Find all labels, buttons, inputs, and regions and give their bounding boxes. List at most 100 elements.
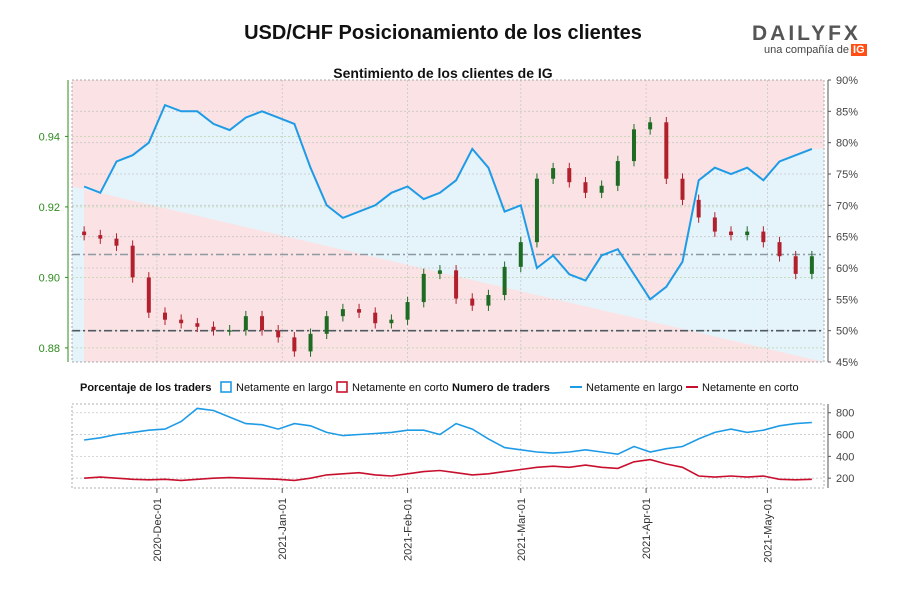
candle-body <box>162 312 167 320</box>
candle-body <box>243 316 248 331</box>
date-tick-label: 2021-Jan-01 <box>277 498 289 560</box>
candle <box>227 324 232 336</box>
candle-body <box>130 245 135 278</box>
candle-body <box>260 316 265 331</box>
candle-body <box>664 122 669 179</box>
candle-body <box>454 270 459 299</box>
candle <box>211 321 216 336</box>
candle <box>308 328 313 357</box>
percent-tick-label: 55% <box>836 294 858 306</box>
candle-body <box>211 326 216 331</box>
date-tick-label: 2021-Apr-01 <box>641 498 653 559</box>
candle <box>470 293 475 311</box>
date-tick-label: 2021-Mar-01 <box>516 498 528 561</box>
candle-body <box>486 295 491 306</box>
candle <box>502 261 507 301</box>
candle <box>195 317 200 333</box>
legend-swatch-short <box>336 381 348 393</box>
candle-body <box>308 333 313 352</box>
candle-body <box>680 178 685 200</box>
candle <box>551 162 556 184</box>
count-tick-label: 200 <box>836 473 854 485</box>
count-tick-label: 800 <box>836 408 854 420</box>
candle-body <box>729 231 734 236</box>
candle-body <box>648 122 653 130</box>
candle-body <box>793 256 798 274</box>
candle <box>631 124 636 167</box>
candle <box>777 236 782 262</box>
chart-title: USD/CHF Posicionamiento de los clientes <box>244 22 642 44</box>
candle <box>454 265 459 304</box>
legend: Porcentaje de los traders Netamente en la… <box>80 381 799 394</box>
candle <box>486 289 491 311</box>
date-tick-label: 2021-May-01 <box>762 498 774 563</box>
legend-label-long: Netamente en largo <box>236 382 333 394</box>
candle <box>518 236 523 273</box>
candle-body <box>696 199 701 218</box>
candle-body <box>146 277 151 313</box>
candle <box>389 314 394 329</box>
percent-tick-label: 90% <box>836 75 858 87</box>
candle-body <box>179 319 184 324</box>
candle-body <box>357 309 362 313</box>
candle <box>793 250 798 280</box>
candle-body <box>518 242 523 267</box>
chart-subtitle: Sentimiento de los clientes de IG <box>333 65 553 81</box>
price-tick-label: 0.88 <box>39 343 60 355</box>
count-frame <box>71 403 825 489</box>
net-long-zone <box>72 105 824 362</box>
candle <box>761 226 766 248</box>
candle-body <box>551 168 556 179</box>
candle <box>340 303 345 322</box>
candle-body <box>227 330 232 332</box>
legend-label-count-short: Netamente en corto <box>702 382 799 394</box>
candle <box>146 272 151 318</box>
percent-tick-label: 75% <box>836 169 858 181</box>
candle <box>809 250 814 280</box>
price-sentiment-panel: 0.88 0.90 0.92 0.94 45% 50% 55% 60% 65% 70% 75% 80%… <box>39 75 859 369</box>
candle-body <box>373 312 378 324</box>
legend-title-count: Numero de traders <box>452 382 550 394</box>
ig-badge: IG <box>851 44 867 56</box>
candle <box>179 314 184 329</box>
candle-body <box>340 309 345 317</box>
count-tick-label: 400 <box>836 451 854 463</box>
candle-body <box>292 337 297 352</box>
percent-tick-label: 45% <box>836 357 858 369</box>
candle-body <box>437 270 442 274</box>
candle-body <box>745 231 750 236</box>
candle-body <box>98 235 103 239</box>
candle <box>98 229 103 244</box>
dailyfx-logo: DAILYFX una compañía de IG <box>752 22 870 64</box>
logo-tagline-text: una compañía de <box>764 44 850 56</box>
candle-body <box>470 298 475 306</box>
candle <box>567 162 572 188</box>
candle <box>130 240 135 283</box>
candle <box>405 296 410 325</box>
percent-tick-label: 50% <box>836 326 858 338</box>
legend-label-short: Netamente en corto <box>352 382 449 394</box>
candle <box>373 307 378 329</box>
candle-body <box>324 316 329 334</box>
candle-body <box>82 231 87 236</box>
count-tick-label: 600 <box>836 430 854 442</box>
plot-frame <box>71 79 825 363</box>
legend-swatch-long <box>220 381 232 393</box>
candle <box>437 265 442 280</box>
candle <box>615 155 620 192</box>
price-tick-label: 0.92 <box>39 202 60 214</box>
price-tick-label: 0.90 <box>39 272 60 284</box>
candle <box>82 226 87 241</box>
candle-body <box>599 185 604 193</box>
percent-tick-label: 60% <box>836 263 858 275</box>
candle <box>648 117 653 135</box>
candle-body <box>631 129 636 162</box>
percent-tick-label: 85% <box>836 106 858 118</box>
candle <box>696 194 701 223</box>
candle <box>712 212 717 237</box>
date-tick-label: 2021-Feb-01 <box>403 498 415 561</box>
candle <box>729 226 734 241</box>
candle <box>114 233 119 251</box>
candle <box>276 324 281 343</box>
legend-label-count-long: Netamente en largo <box>586 382 683 394</box>
